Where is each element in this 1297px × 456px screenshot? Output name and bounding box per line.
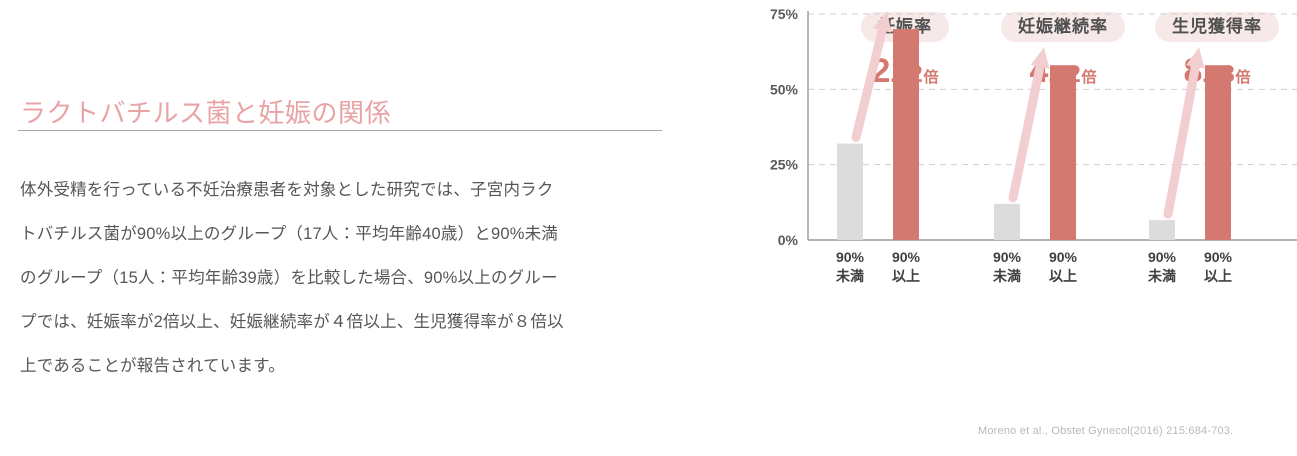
x-tick-label: 以上 bbox=[1204, 268, 1232, 284]
bar-chart: 0% 25% 50% 75% 90% 未満 90% 以上 90% 未満 90% 以上 90% 未満 90%… bbox=[760, 0, 1297, 420]
x-tick-label: 90% bbox=[993, 249, 1022, 265]
body-line: トバチルス菌が90%以上のグループ（17人：平均年齢40歳）と90%未満 bbox=[20, 225, 558, 243]
body-line: 体外受精を行っている不妊治療患者を対象とした研究では、子宮内ラク bbox=[20, 181, 554, 199]
citation-text: Moreno et al., Obstet Gynecol(2016) 215:… bbox=[978, 425, 1234, 437]
x-tick-label: 以上 bbox=[892, 268, 920, 284]
x-tick-label: 未満 bbox=[993, 268, 1021, 284]
y-axis-ticks: 0% 25% 50% 75% bbox=[770, 6, 799, 248]
x-tick-label: 90% bbox=[1204, 249, 1233, 265]
y-tick-label: 75% bbox=[770, 6, 799, 22]
body-line: のグループ（15人：平均年齢39歳）を比較した場合、90%以上のグルー bbox=[20, 269, 558, 287]
bar-chart-svg: 0%25%50%75% 90%未満90%以上90%未満90%以上90%未満90%… bbox=[770, 6, 1297, 284]
arrow-shaft-icon bbox=[851, 19, 889, 143]
title-divider bbox=[18, 130, 662, 131]
chart-panel: 妊娠率 2.12倍 妊娠継続率 4.42倍 生児獲得率 8.78倍 0%25%5… bbox=[760, 0, 1297, 456]
body-line: 上であることが報告されています。 bbox=[20, 357, 285, 375]
y-tick-label: 25% bbox=[770, 157, 799, 173]
bar bbox=[893, 29, 919, 240]
article-body: 体外受精を行っている不妊治療患者を対象とした研究では、子宮内ラク トバチルス菌が… bbox=[20, 168, 680, 388]
bar bbox=[1205, 65, 1231, 240]
bar bbox=[837, 143, 863, 240]
status-badge: 生児獲得率 bbox=[1155, 12, 1279, 42]
x-tick-label: 90% bbox=[892, 249, 921, 265]
bar bbox=[994, 203, 1020, 240]
metric-value-unit: 倍 bbox=[1081, 69, 1097, 86]
metric-value-unit: 倍 bbox=[1235, 69, 1251, 86]
x-tick-label: 未満 bbox=[1148, 268, 1176, 284]
y-tick-label: 50% bbox=[770, 81, 799, 97]
bar bbox=[1050, 65, 1076, 240]
bar bbox=[1149, 220, 1175, 240]
arrow-shaft-icon bbox=[1163, 55, 1202, 219]
bars bbox=[837, 29, 1231, 240]
status-badge: 妊娠継続率 bbox=[1001, 12, 1125, 42]
x-tick-label: 90% bbox=[1049, 249, 1078, 265]
x-tick-label: 未満 bbox=[836, 268, 864, 284]
body-line: プでは、妊娠率が2倍以上、妊娠継続率が４倍以上、生児獲得率が８倍以 bbox=[20, 313, 564, 331]
arrow-head-icon bbox=[1030, 47, 1050, 69]
growth-arrows bbox=[851, 11, 1205, 219]
arrow-head-icon bbox=[1186, 47, 1205, 69]
article-panel: ラクトバチルス菌と妊娠の関係 体外受精を行っている不妊治療患者を対象とした研究で… bbox=[18, 0, 668, 456]
metric-value-unit: 倍 bbox=[923, 69, 939, 86]
x-tick-label: 90% bbox=[836, 249, 865, 265]
arrow-head-icon bbox=[873, 11, 892, 33]
x-axis-ticks: 90% 未満 90% 以上 90% 未満 90% 以上 90% 未満 90% 以上 bbox=[836, 249, 1233, 284]
x-tick-label: 以上 bbox=[1049, 268, 1077, 284]
page-title: ラクトバチルス菌と妊娠の関係 bbox=[20, 98, 392, 129]
arrow-shaft-icon bbox=[1008, 55, 1046, 203]
y-tick-label: 0% bbox=[778, 232, 799, 248]
x-tick-label: 90% bbox=[1148, 249, 1177, 265]
